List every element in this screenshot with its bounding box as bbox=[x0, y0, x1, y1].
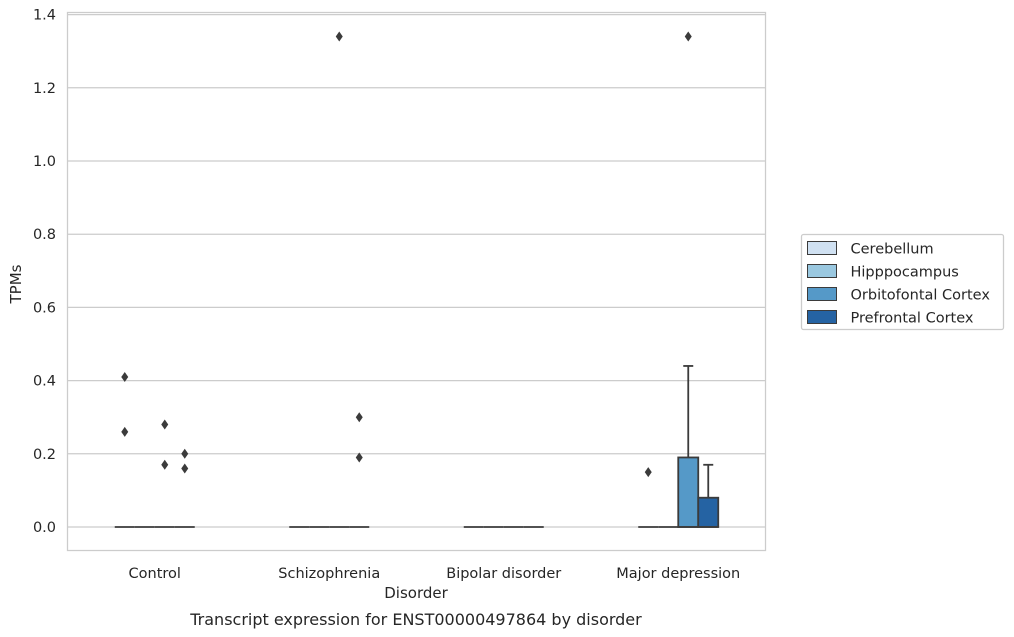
box-cerebellum bbox=[638, 467, 659, 528]
outlier-point bbox=[181, 448, 189, 459]
legend-swatch bbox=[807, 287, 837, 301]
legend: Cerebellum Hipppocampus Orbitofontal Corte… bbox=[800, 233, 1005, 331]
y-tick-label: 0.2 bbox=[33, 447, 56, 463]
box-cerebellum bbox=[114, 371, 135, 528]
box-orbitofontal-cortex bbox=[329, 31, 350, 528]
x-tick-label: Schizophrenia bbox=[278, 566, 380, 582]
x-tick-label: Bipolar disorder bbox=[446, 566, 561, 582]
x-tick-label: Control bbox=[129, 566, 181, 582]
box-orbitofontal-cortex bbox=[154, 419, 175, 528]
y-tick-label: 0.0 bbox=[33, 520, 56, 536]
plot-frame bbox=[66, 11, 767, 552]
box-prefrontal-cortex bbox=[174, 448, 195, 528]
box-orbitofontal-cortex bbox=[677, 31, 700, 528]
y-tick-labels: 0.0 0.2 0.4 0.6 0.8 1.0 1.2 1.4 bbox=[33, 8, 56, 536]
chart-caption: Transcript expression for ENST0000049786… bbox=[189, 610, 642, 629]
y-axis-title: TPMs bbox=[7, 264, 25, 304]
legend-label: Cerebellum bbox=[851, 242, 934, 258]
legend-swatch bbox=[807, 264, 837, 278]
y-tick-label: 0.4 bbox=[33, 374, 56, 390]
y-tick-label: 1.0 bbox=[33, 154, 56, 170]
y-tick-label: 0.8 bbox=[33, 227, 56, 243]
outlier-point bbox=[355, 452, 363, 463]
legend-label: Orbitofontal Cortex bbox=[851, 288, 991, 304]
box-rect bbox=[697, 496, 720, 528]
outlier-point bbox=[161, 459, 169, 470]
outlier-point bbox=[355, 412, 363, 423]
outlier-point bbox=[684, 31, 692, 42]
box-prefrontal-cortex bbox=[349, 412, 370, 528]
outlier-point bbox=[335, 31, 343, 42]
legend-swatch bbox=[807, 241, 837, 255]
y-tick-label: 0.6 bbox=[33, 300, 56, 316]
legend-label: Hipppocampus bbox=[851, 265, 959, 281]
y-tick-label: 1.4 bbox=[33, 8, 56, 24]
outlier-point bbox=[121, 426, 129, 437]
outlier-point bbox=[121, 371, 129, 382]
box-prefrontal-cortex bbox=[697, 463, 720, 528]
x-tick-labels: Control Schizophrenia Bipolar disorder Majo… bbox=[129, 566, 741, 582]
legend-label: Prefrontal Cortex bbox=[851, 311, 974, 327]
outlier-point bbox=[161, 419, 169, 430]
box-rect bbox=[677, 456, 700, 528]
x-tick-label: Major depression bbox=[616, 566, 740, 582]
x-axis-title: Disorder bbox=[384, 584, 448, 602]
outlier-point bbox=[181, 463, 189, 474]
legend-frame bbox=[800, 233, 1005, 331]
gridlines bbox=[67, 13, 766, 528]
legend-swatch bbox=[807, 310, 837, 324]
box-marks bbox=[114, 31, 720, 528]
outlier-point bbox=[644, 467, 652, 478]
y-tick-label: 1.2 bbox=[33, 81, 56, 97]
